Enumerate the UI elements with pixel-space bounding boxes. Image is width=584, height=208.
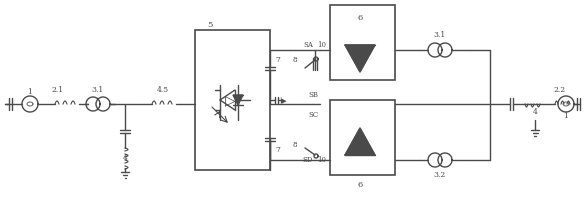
Text: 3.1: 3.1 xyxy=(434,31,446,39)
Text: SB: SB xyxy=(308,91,318,99)
Text: SA: SA xyxy=(303,41,313,49)
Text: 1: 1 xyxy=(564,112,568,120)
Text: |▶: |▶ xyxy=(279,96,287,104)
Text: 10: 10 xyxy=(318,156,326,164)
Text: 10: 10 xyxy=(318,41,326,49)
Text: 7: 7 xyxy=(276,146,280,154)
Text: SC: SC xyxy=(308,111,318,119)
Text: 4.5: 4.5 xyxy=(157,86,169,94)
Text: 8: 8 xyxy=(293,141,297,149)
Text: 6: 6 xyxy=(357,14,363,22)
Text: SD: SD xyxy=(303,156,313,164)
Bar xyxy=(195,30,270,170)
Text: 3.2: 3.2 xyxy=(434,171,446,179)
Polygon shape xyxy=(345,45,375,72)
Text: 7: 7 xyxy=(276,56,280,64)
Text: 6: 6 xyxy=(357,181,363,189)
Text: 8: 8 xyxy=(293,56,297,64)
Polygon shape xyxy=(233,95,243,105)
Text: ▷: ▷ xyxy=(225,93,235,107)
Text: 2.2: 2.2 xyxy=(554,86,566,94)
Bar xyxy=(330,5,395,80)
Text: 2.1: 2.1 xyxy=(52,86,64,94)
Text: 4: 4 xyxy=(533,108,537,116)
Polygon shape xyxy=(345,128,375,155)
Text: 5: 5 xyxy=(207,21,213,29)
Text: 3.1: 3.1 xyxy=(92,86,104,94)
Text: 1: 1 xyxy=(27,88,33,96)
Text: 4: 4 xyxy=(123,154,127,162)
Bar xyxy=(330,100,395,175)
